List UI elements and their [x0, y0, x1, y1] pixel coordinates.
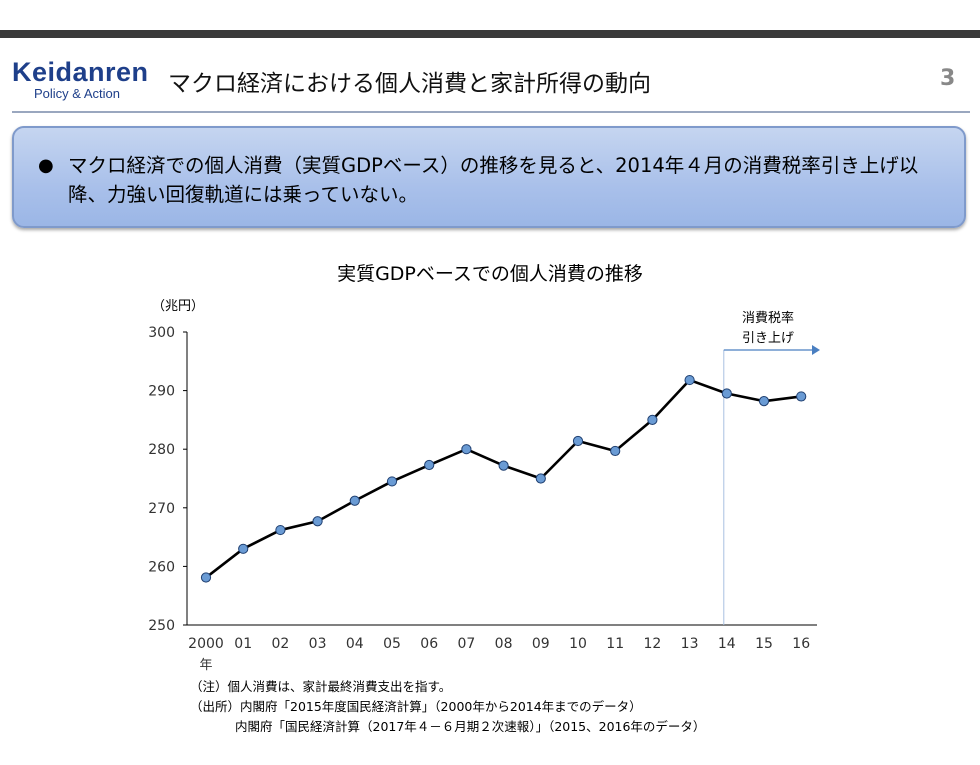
y-axis-unit: （兆円）: [152, 299, 204, 314]
logo-wordmark: Keidanren: [12, 57, 149, 87]
data-point: [572, 435, 584, 447]
data-point: [424, 459, 435, 471]
chart-notes: （注）個人消費は、家計最終消費支出を指す。 （出所）内閣府「2015年度国民経済…: [190, 677, 705, 737]
data-point: [275, 524, 286, 536]
page-title: マクロ経済における個人消費と家計所得の動向: [168, 71, 651, 97]
note-source-1: （出所）内閣府「2015年度国民経済計算」（2000年から2014年までのデータ…: [190, 699, 642, 714]
x-tick-label: 07: [457, 636, 475, 652]
tax-hike-label: 引き上げ: [742, 331, 794, 346]
keidanren-logo: Keidanren Policy & Action: [12, 58, 149, 102]
x-tick-label: 01: [234, 636, 252, 652]
y-tick-label: 260: [148, 559, 175, 575]
data-point: [498, 460, 509, 471]
data-point: [647, 414, 658, 425]
note-definition: （注）個人消費は、家計最終消費支出を指す。: [190, 679, 452, 694]
x-tick-label: 11: [606, 636, 624, 652]
data-point: [349, 495, 360, 506]
chart-title: 実質GDPベースでの個人消費の推移: [337, 263, 643, 285]
y-tick-label: 270: [148, 501, 175, 517]
x-tick-label: 05: [383, 636, 401, 652]
x-tick-label: 06: [420, 636, 438, 652]
data-point: [461, 444, 472, 455]
x-tick-label: 08: [495, 636, 513, 652]
data-point: [200, 572, 212, 583]
page-number: 3: [940, 66, 956, 91]
x-tick-label: 16: [792, 636, 810, 652]
line-chart: 250 260 270 280 290 300 （兆円） 2000 01 02 03 04 05 06 07…: [148, 299, 820, 673]
y-tick-label: 250: [148, 618, 175, 634]
data-point: [535, 473, 546, 484]
tax-hike-arrowhead: [812, 345, 820, 355]
data-point: [610, 445, 621, 457]
x-tick-label: 13: [681, 636, 699, 652]
data-point: [312, 516, 323, 527]
bullet-icon: ●: [38, 155, 54, 176]
x-tick-label: 15: [755, 636, 773, 652]
x-tick-label: 14: [718, 636, 736, 652]
x-tick-label: 09: [532, 636, 550, 652]
x-tick-label: 02: [271, 636, 289, 652]
summary-box: ● マクロ経済での個人消費（実質GDPベース）の推移を見ると、2014年４月の消…: [12, 126, 966, 228]
x-tick-label: 10: [569, 636, 587, 652]
note-source-2: 内閣府「国民経済計算（2017年４－６月期２次速報）」（2015、2016年のデ…: [235, 719, 706, 734]
data-point: [386, 476, 398, 487]
data-point: [796, 391, 807, 402]
x-axis-unit: 年: [199, 658, 212, 673]
y-tick-label: 300: [148, 325, 175, 341]
x-tick-label: 03: [309, 636, 327, 652]
tax-hike-label: 消費税率: [742, 310, 794, 326]
data-point: [758, 396, 770, 407]
data-point: [684, 374, 695, 386]
x-tick-label: 04: [346, 636, 364, 652]
top-dark-stripe: [0, 30, 980, 38]
logo-tagline: Policy & Action: [34, 86, 120, 101]
y-tick-label: 290: [148, 384, 175, 400]
data-point: [721, 388, 732, 399]
x-tick-label: 12: [643, 636, 661, 652]
x-tick-label: 2000: [188, 636, 224, 652]
header-divider: [12, 111, 970, 113]
summary-text: マクロ経済での個人消費（実質GDPベース）の推移を見ると、2014年４月の消費税…: [68, 154, 919, 206]
data-point: [238, 543, 249, 554]
y-tick-label: 280: [148, 442, 175, 458]
consumption-line: [205, 378, 802, 579]
